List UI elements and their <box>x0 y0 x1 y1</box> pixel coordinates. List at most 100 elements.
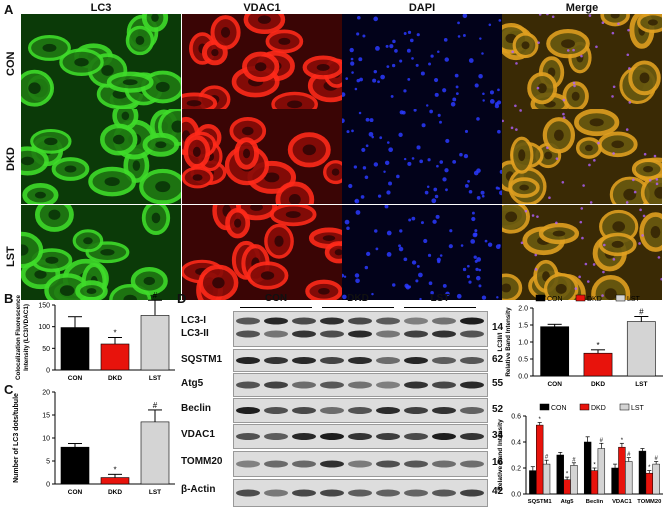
blot-band <box>292 489 316 497</box>
bar-con <box>60 446 90 485</box>
blot-label-tomm20: TOMM20 <box>181 456 223 467</box>
blot-band <box>432 381 456 389</box>
blot-strip-sqstm1 <box>233 349 488 372</box>
y-tick-label: 15 <box>42 413 50 420</box>
y-tick-label: 10 <box>42 436 50 443</box>
bar-atg5-dkd <box>563 479 571 495</box>
y-tick-label: 20 <box>42 390 50 397</box>
blot-band <box>460 330 484 338</box>
blot-band <box>376 489 400 497</box>
y-tick-label: 1.0 <box>518 340 528 347</box>
y-tick-label: 0 <box>46 368 50 375</box>
blot-label-beclin: Beclin <box>181 403 212 414</box>
blot-band <box>432 330 456 338</box>
y-tick-label: 1.5 <box>518 323 528 330</box>
blot-band <box>432 317 456 325</box>
blot-band <box>264 489 288 497</box>
bar-sqstm1-con <box>529 470 537 495</box>
significance-mark: * <box>596 341 599 350</box>
blot-band <box>376 433 400 440</box>
x-tick-label: Beclin <box>586 499 604 505</box>
blot-band <box>348 317 372 325</box>
panel-c-letter: C <box>4 382 14 397</box>
blot-band <box>404 381 428 389</box>
legend-label-con: CON <box>547 296 563 303</box>
x-tick-label: DKD <box>108 375 122 382</box>
bar-tomm20-dkd <box>645 472 653 495</box>
legend-label-dkd: DKD <box>587 296 602 303</box>
blot-band <box>320 381 344 389</box>
kda-vdac1: 34 <box>492 429 504 441</box>
blot-band <box>348 433 372 440</box>
x-tick-label: CON <box>547 381 562 388</box>
column-label-vdac1: VDAC1 <box>243 2 281 14</box>
y-tick-label: 0.0 <box>518 374 528 381</box>
micrograph-dkd-merge <box>502 109 662 204</box>
y-axis-label: Relative Band Intensity <box>497 419 504 491</box>
blot-group-dkd: DKD <box>347 293 369 304</box>
x-tick-label: CON <box>68 375 83 382</box>
column-label-dapi: DAPI <box>408 2 436 14</box>
blot-band <box>236 357 260 364</box>
x-tick-label: SQSTM1 <box>528 499 553 505</box>
blot-band <box>292 460 316 468</box>
significance-mark: # <box>639 308 644 317</box>
micrograph-dkd-dapi <box>342 109 502 204</box>
blot-band <box>292 357 316 364</box>
blot-band <box>404 330 428 338</box>
kda-sqstm1: 62 <box>492 353 504 365</box>
y-tick-label: 0.4 <box>511 440 521 447</box>
micrograph-con-merge <box>502 14 662 109</box>
panel-a-letter: A <box>4 2 14 17</box>
blot-label-vdac1: VDAC1 <box>181 429 215 440</box>
bar-beclin-dkd <box>590 470 599 495</box>
significance-mark: * <box>539 417 542 423</box>
chart-c: 0 5 10 15 20 Number of LC3 dots/tubule CON * DKD… <box>13 390 175 496</box>
blot-band <box>432 357 456 364</box>
significance-mark: # <box>654 456 658 462</box>
y-tick-label: 5 <box>46 459 50 466</box>
row-label-lst: LST <box>5 246 17 267</box>
legend-swatch-dkd <box>579 403 590 411</box>
blot-strip-atg5 <box>233 373 488 397</box>
x-tick-label: VDAC1 <box>612 499 632 505</box>
chart-d-proteins: CON DKD LST 0.0 0.2 0.4 0.6 Relative Band Inten… <box>497 403 663 505</box>
blot-label--actin: β-Actin <box>181 484 216 495</box>
legend-label-lst: LST <box>627 296 641 303</box>
bar-vdac1-lst <box>625 461 633 495</box>
x-tick-label: CON <box>68 489 83 496</box>
blot-band <box>264 317 288 325</box>
blot-band <box>292 407 316 414</box>
bar-tomm20-lst <box>652 463 660 495</box>
bar-con <box>60 327 90 371</box>
blot-band <box>292 433 316 440</box>
legend-swatch-con <box>539 403 550 411</box>
blot-strip-tomm20 <box>233 451 488 477</box>
bar-sqstm1-lst <box>542 463 551 495</box>
row-label-con: CON <box>5 51 17 76</box>
blot-band <box>376 460 400 468</box>
bar-beclin-con <box>583 441 592 495</box>
blot-band <box>292 317 316 325</box>
group-underline <box>404 307 476 308</box>
blot-band <box>236 317 260 325</box>
micrograph-lst-merge <box>502 205 662 300</box>
blot-band <box>264 357 288 364</box>
group-underline <box>240 307 312 308</box>
micrograph-con-vdac1 <box>182 14 342 109</box>
legend-swatch-con <box>535 294 546 302</box>
bar-dkd <box>100 477 130 485</box>
y-tick-label: 0 <box>46 482 50 489</box>
chart-b: 0 50 100 150 Colocalization FluorescenceInte… <box>15 291 175 382</box>
blot-band <box>348 330 372 338</box>
blot-group-lst: LST <box>430 293 450 304</box>
bar-sqstm1-dkd <box>536 424 544 495</box>
bar-dkd <box>583 352 613 377</box>
blot-band <box>348 460 372 468</box>
blot-band <box>432 460 456 468</box>
group-underline <box>322 307 394 308</box>
blot-band <box>404 489 428 497</box>
panel-d-letter: D <box>177 291 187 306</box>
kda-beclin: 52 <box>492 403 504 415</box>
blot-band <box>432 433 456 440</box>
